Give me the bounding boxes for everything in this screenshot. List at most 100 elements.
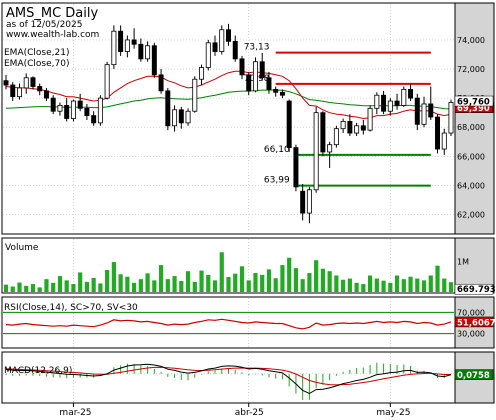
volume-bar — [239, 266, 245, 292]
candle — [340, 118, 346, 134]
candle — [30, 76, 36, 90]
chart-title: AMS_MC Daily — [6, 6, 98, 21]
candle-body-up — [448, 102, 454, 134]
volume-bar — [44, 279, 49, 292]
volume-bar — [347, 278, 352, 292]
volume-bar — [206, 274, 211, 292]
price-tick-label: 66,000 — [457, 152, 485, 161]
candle-body-up — [313, 112, 319, 191]
volume-bar — [199, 270, 204, 292]
price-tick-label: 72,000 — [457, 65, 485, 74]
legend-ema21: EMA(Close,21) — [4, 48, 69, 58]
volume-bar — [226, 277, 231, 292]
volume-bar — [57, 276, 63, 292]
rsi-last-box — [454, 316, 494, 328]
volume-bar — [64, 280, 69, 292]
last-ema21-box-text: 69,390 — [457, 104, 490, 114]
volume-bar — [327, 271, 332, 292]
volume-bar — [442, 278, 447, 292]
candle — [124, 35, 130, 58]
candle — [421, 96, 427, 128]
candle — [97, 95, 103, 126]
volume-bar — [30, 284, 36, 292]
volume-tick-labels: 1M 669.793 — [454, 257, 496, 295]
candle — [448, 99, 454, 136]
candle-body-down — [279, 91, 285, 96]
volume-bar — [300, 279, 305, 292]
candle — [387, 98, 393, 116]
candle-body-down — [178, 109, 184, 124]
candle-body-down — [84, 107, 90, 116]
candle-body-down — [286, 100, 292, 149]
candle — [178, 106, 184, 129]
candle-body-down — [151, 45, 157, 76]
volume-bar — [185, 271, 191, 292]
candle — [441, 128, 447, 155]
candle-body-up — [111, 30, 117, 66]
candle-body-down — [408, 88, 414, 99]
candle — [354, 122, 360, 136]
candle — [138, 38, 144, 62]
volume-bar — [307, 273, 312, 292]
volume-bar — [361, 284, 366, 292]
candle — [205, 39, 211, 71]
candle — [70, 99, 76, 122]
candle-body-down — [347, 121, 353, 134]
candle — [360, 119, 366, 135]
candle-body-up — [192, 78, 198, 112]
candle — [37, 83, 43, 96]
candle-body-up — [145, 45, 151, 60]
x-axis-labels: mar-25 abr-25 may-25 — [59, 403, 410, 418]
rsi-lines — [3, 311, 454, 335]
volume-bar — [421, 280, 427, 292]
rsi-line — [5, 318, 452, 330]
candle-body-down — [360, 125, 366, 131]
candle — [212, 35, 218, 56]
volume-bar — [125, 276, 130, 292]
volume-bar — [78, 272, 83, 292]
candle-body-down — [414, 97, 420, 125]
chart-subtitle: as of 12/05/2025 — [6, 20, 82, 30]
volume-label: Volume — [5, 243, 39, 253]
candle-body-up — [199, 67, 205, 80]
candle — [374, 92, 380, 115]
price-axis-strip — [454, 2, 495, 235]
volume-bar — [179, 280, 184, 292]
volume-bar — [71, 284, 76, 292]
price-tick-label: 62,000 — [457, 211, 485, 220]
candle — [252, 57, 258, 93]
volume-bar — [287, 257, 292, 292]
macd-tick-labels: 0,0758 — [454, 369, 494, 381]
volume-bar — [273, 278, 278, 292]
candle — [327, 141, 333, 168]
candle-body-down — [37, 86, 43, 92]
volume-bar — [132, 282, 137, 292]
candle-body-up — [172, 109, 178, 127]
candle — [131, 28, 137, 49]
candle — [239, 55, 245, 80]
volume-bar — [212, 280, 218, 292]
volume-bar — [118, 274, 123, 292]
volume-bar — [415, 278, 420, 292]
candle-body-up — [23, 77, 29, 89]
candle-body-up — [219, 29, 225, 52]
candle — [414, 93, 420, 131]
candle-body-down — [232, 40, 238, 60]
candle — [435, 114, 441, 154]
volume-bar — [138, 279, 143, 292]
candle — [84, 103, 90, 120]
candle — [3, 74, 9, 90]
candle-body-down — [131, 39, 137, 45]
volume-bar — [341, 279, 346, 292]
candle-body-down — [64, 105, 70, 119]
candle — [313, 106, 319, 193]
candle-body-up — [205, 42, 211, 68]
volume-bar — [374, 278, 379, 292]
candle-body-up — [104, 64, 110, 99]
candle — [428, 86, 434, 120]
candle-body-down — [239, 58, 245, 76]
candle-body-down — [394, 100, 400, 106]
candle-body-down — [435, 116, 441, 150]
volume-bar — [394, 275, 400, 292]
candle-body-down — [259, 61, 265, 79]
